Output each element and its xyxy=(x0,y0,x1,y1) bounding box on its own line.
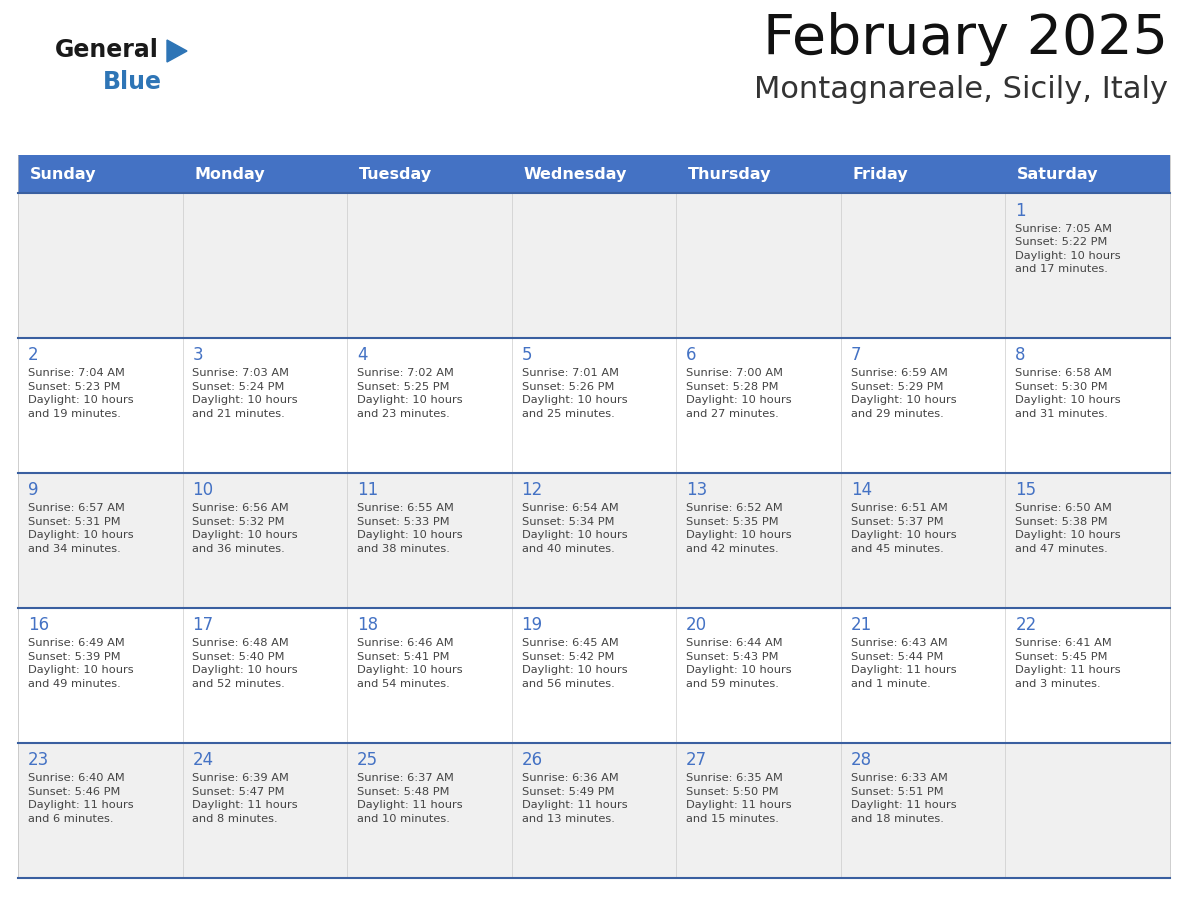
Text: 10: 10 xyxy=(192,481,214,499)
Text: 23: 23 xyxy=(27,751,49,769)
Text: Sunrise: 7:03 AM
Sunset: 5:24 PM
Daylight: 10 hours
and 21 minutes.: Sunrise: 7:03 AM Sunset: 5:24 PM Dayligh… xyxy=(192,368,298,419)
Text: Sunrise: 6:48 AM
Sunset: 5:40 PM
Daylight: 10 hours
and 52 minutes.: Sunrise: 6:48 AM Sunset: 5:40 PM Dayligh… xyxy=(192,638,298,688)
Text: 27: 27 xyxy=(687,751,707,769)
Text: Sunrise: 6:52 AM
Sunset: 5:35 PM
Daylight: 10 hours
and 42 minutes.: Sunrise: 6:52 AM Sunset: 5:35 PM Dayligh… xyxy=(687,503,791,554)
Text: Sunrise: 6:35 AM
Sunset: 5:50 PM
Daylight: 11 hours
and 15 minutes.: Sunrise: 6:35 AM Sunset: 5:50 PM Dayligh… xyxy=(687,773,791,823)
Text: 8: 8 xyxy=(1016,346,1025,364)
Bar xyxy=(841,155,1005,193)
Bar xyxy=(18,193,1170,338)
Text: 11: 11 xyxy=(358,481,378,499)
Text: Sunrise: 7:02 AM
Sunset: 5:25 PM
Daylight: 10 hours
and 23 minutes.: Sunrise: 7:02 AM Sunset: 5:25 PM Dayligh… xyxy=(358,368,462,419)
Text: Wednesday: Wednesday xyxy=(523,166,626,182)
Text: 17: 17 xyxy=(192,616,214,634)
Text: Sunrise: 6:39 AM
Sunset: 5:47 PM
Daylight: 11 hours
and 8 minutes.: Sunrise: 6:39 AM Sunset: 5:47 PM Dayligh… xyxy=(192,773,298,823)
Text: Sunrise: 6:55 AM
Sunset: 5:33 PM
Daylight: 10 hours
and 38 minutes.: Sunrise: 6:55 AM Sunset: 5:33 PM Dayligh… xyxy=(358,503,462,554)
Text: Sunrise: 6:50 AM
Sunset: 5:38 PM
Daylight: 10 hours
and 47 minutes.: Sunrise: 6:50 AM Sunset: 5:38 PM Dayligh… xyxy=(1016,503,1121,554)
Text: 22: 22 xyxy=(1016,616,1037,634)
Text: Thursday: Thursday xyxy=(688,166,771,182)
Text: Sunrise: 6:51 AM
Sunset: 5:37 PM
Daylight: 10 hours
and 45 minutes.: Sunrise: 6:51 AM Sunset: 5:37 PM Dayligh… xyxy=(851,503,956,554)
Text: 4: 4 xyxy=(358,346,367,364)
Polygon shape xyxy=(168,40,187,62)
Text: Sunrise: 6:45 AM
Sunset: 5:42 PM
Daylight: 10 hours
and 56 minutes.: Sunrise: 6:45 AM Sunset: 5:42 PM Dayligh… xyxy=(522,638,627,688)
Text: Sunrise: 6:36 AM
Sunset: 5:49 PM
Daylight: 11 hours
and 13 minutes.: Sunrise: 6:36 AM Sunset: 5:49 PM Dayligh… xyxy=(522,773,627,823)
Text: 21: 21 xyxy=(851,616,872,634)
Text: Blue: Blue xyxy=(103,70,162,94)
Text: Friday: Friday xyxy=(852,166,908,182)
Text: 7: 7 xyxy=(851,346,861,364)
Text: 15: 15 xyxy=(1016,481,1036,499)
Text: 12: 12 xyxy=(522,481,543,499)
Bar xyxy=(183,155,347,193)
Bar xyxy=(18,473,1170,608)
Bar xyxy=(347,155,512,193)
Text: Sunrise: 6:57 AM
Sunset: 5:31 PM
Daylight: 10 hours
and 34 minutes.: Sunrise: 6:57 AM Sunset: 5:31 PM Dayligh… xyxy=(27,503,133,554)
Bar xyxy=(18,338,1170,473)
Text: Sunrise: 6:54 AM
Sunset: 5:34 PM
Daylight: 10 hours
and 40 minutes.: Sunrise: 6:54 AM Sunset: 5:34 PM Dayligh… xyxy=(522,503,627,554)
Text: 19: 19 xyxy=(522,616,543,634)
Text: 20: 20 xyxy=(687,616,707,634)
Text: Sunrise: 7:05 AM
Sunset: 5:22 PM
Daylight: 10 hours
and 17 minutes.: Sunrise: 7:05 AM Sunset: 5:22 PM Dayligh… xyxy=(1016,224,1121,274)
Text: 18: 18 xyxy=(358,616,378,634)
Text: 1: 1 xyxy=(1016,202,1026,219)
Text: 24: 24 xyxy=(192,751,214,769)
Bar xyxy=(1005,155,1170,193)
Text: 28: 28 xyxy=(851,751,872,769)
Bar xyxy=(18,608,1170,743)
Text: 14: 14 xyxy=(851,481,872,499)
Text: Saturday: Saturday xyxy=(1017,166,1099,182)
Text: Sunrise: 6:46 AM
Sunset: 5:41 PM
Daylight: 10 hours
and 54 minutes.: Sunrise: 6:46 AM Sunset: 5:41 PM Dayligh… xyxy=(358,638,462,688)
Text: Sunrise: 6:40 AM
Sunset: 5:46 PM
Daylight: 11 hours
and 6 minutes.: Sunrise: 6:40 AM Sunset: 5:46 PM Dayligh… xyxy=(27,773,133,823)
Text: Sunrise: 7:04 AM
Sunset: 5:23 PM
Daylight: 10 hours
and 19 minutes.: Sunrise: 7:04 AM Sunset: 5:23 PM Dayligh… xyxy=(27,368,133,419)
Text: February 2025: February 2025 xyxy=(763,12,1168,66)
Bar xyxy=(18,743,1170,878)
Bar xyxy=(18,155,183,193)
Text: Tuesday: Tuesday xyxy=(359,166,431,182)
Text: Sunrise: 6:33 AM
Sunset: 5:51 PM
Daylight: 11 hours
and 18 minutes.: Sunrise: 6:33 AM Sunset: 5:51 PM Dayligh… xyxy=(851,773,956,823)
Text: Sunrise: 7:00 AM
Sunset: 5:28 PM
Daylight: 10 hours
and 27 minutes.: Sunrise: 7:00 AM Sunset: 5:28 PM Dayligh… xyxy=(687,368,791,419)
Bar xyxy=(676,155,841,193)
Text: Sunrise: 6:49 AM
Sunset: 5:39 PM
Daylight: 10 hours
and 49 minutes.: Sunrise: 6:49 AM Sunset: 5:39 PM Dayligh… xyxy=(27,638,133,688)
Text: Sunday: Sunday xyxy=(30,166,96,182)
Text: 9: 9 xyxy=(27,481,38,499)
Text: 5: 5 xyxy=(522,346,532,364)
Text: 26: 26 xyxy=(522,751,543,769)
Text: Sunrise: 6:44 AM
Sunset: 5:43 PM
Daylight: 10 hours
and 59 minutes.: Sunrise: 6:44 AM Sunset: 5:43 PM Dayligh… xyxy=(687,638,791,688)
Text: Monday: Monday xyxy=(194,166,265,182)
Text: 6: 6 xyxy=(687,346,696,364)
Text: 3: 3 xyxy=(192,346,203,364)
Text: Sunrise: 6:56 AM
Sunset: 5:32 PM
Daylight: 10 hours
and 36 minutes.: Sunrise: 6:56 AM Sunset: 5:32 PM Dayligh… xyxy=(192,503,298,554)
Text: Sunrise: 6:58 AM
Sunset: 5:30 PM
Daylight: 10 hours
and 31 minutes.: Sunrise: 6:58 AM Sunset: 5:30 PM Dayligh… xyxy=(1016,368,1121,419)
Text: Sunrise: 6:37 AM
Sunset: 5:48 PM
Daylight: 11 hours
and 10 minutes.: Sunrise: 6:37 AM Sunset: 5:48 PM Dayligh… xyxy=(358,773,462,823)
Text: 2: 2 xyxy=(27,346,38,364)
Text: General: General xyxy=(55,38,159,62)
Text: Sunrise: 6:59 AM
Sunset: 5:29 PM
Daylight: 10 hours
and 29 minutes.: Sunrise: 6:59 AM Sunset: 5:29 PM Dayligh… xyxy=(851,368,956,419)
Text: Sunrise: 6:43 AM
Sunset: 5:44 PM
Daylight: 11 hours
and 1 minute.: Sunrise: 6:43 AM Sunset: 5:44 PM Dayligh… xyxy=(851,638,956,688)
Text: Sunrise: 7:01 AM
Sunset: 5:26 PM
Daylight: 10 hours
and 25 minutes.: Sunrise: 7:01 AM Sunset: 5:26 PM Dayligh… xyxy=(522,368,627,419)
Text: Sunrise: 6:41 AM
Sunset: 5:45 PM
Daylight: 11 hours
and 3 minutes.: Sunrise: 6:41 AM Sunset: 5:45 PM Dayligh… xyxy=(1016,638,1121,688)
Text: Montagnareale, Sicily, Italy: Montagnareale, Sicily, Italy xyxy=(754,75,1168,104)
Text: 13: 13 xyxy=(687,481,707,499)
Text: 16: 16 xyxy=(27,616,49,634)
Bar xyxy=(512,155,676,193)
Text: 25: 25 xyxy=(358,751,378,769)
